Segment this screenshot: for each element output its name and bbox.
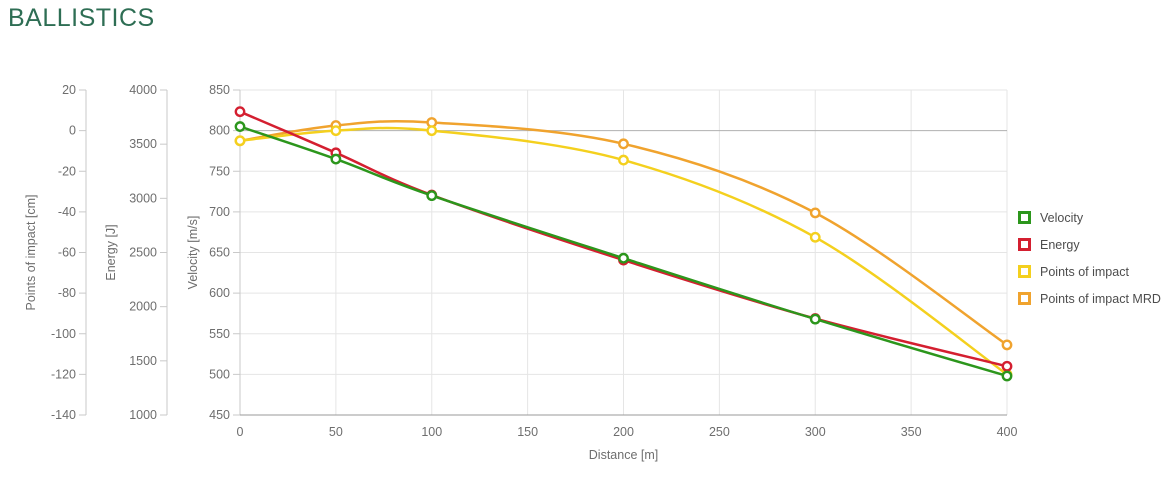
data-point: [1001, 360, 1013, 372]
legend-swatch-icon: [1018, 265, 1031, 278]
axis-title: Velocity [m/s]: [186, 216, 200, 290]
tick-label: 150: [517, 425, 538, 439]
axis-title: Energy [J]: [104, 224, 118, 280]
legend-item-points-of-impact[interactable]: Points of impact: [1018, 258, 1168, 285]
tick-label: 1500: [129, 354, 157, 368]
data-point: [234, 106, 246, 118]
legend-item-energy[interactable]: Energy: [1018, 231, 1168, 258]
tick-label: -120: [51, 367, 76, 381]
data-point: [618, 138, 629, 150]
legend-label: Energy: [1040, 237, 1080, 252]
legend-label: Velocity: [1040, 210, 1084, 225]
tick-label: -60: [58, 246, 76, 260]
tick-label: 450: [209, 408, 230, 422]
x-axis: 0 50 100 150 200 250 300 350 400 Distance [m]: [237, 414, 1018, 462]
legend-swatch-icon: [1018, 238, 1031, 251]
y-axis-velocity: 450 500 550 600 650 700 750 800 850 Velocity [m/s…: [186, 83, 241, 422]
axis-title: Distance [m]: [589, 448, 658, 462]
tick-label: 2500: [129, 246, 157, 260]
y-axis-points-of-impact: -140 -120 -100 -80 -60 -40 -20 0 20 Points of imp…: [24, 83, 87, 422]
tick-label: 2000: [129, 300, 157, 314]
data-point: [1001, 339, 1013, 351]
tick-label: 200: [613, 425, 634, 439]
data-point: [234, 135, 246, 147]
data-point: [618, 154, 629, 166]
data-point: [330, 153, 342, 165]
tick-label: 250: [709, 425, 730, 439]
axis-title: Points of impact [cm]: [24, 194, 38, 310]
legend-swatch-icon: [1018, 292, 1031, 305]
tick-label: -100: [51, 327, 76, 341]
data-point: [809, 313, 821, 325]
data-point: [234, 121, 246, 132]
tick-label: 650: [209, 246, 230, 260]
legend-item-velocity[interactable]: Velocity: [1018, 204, 1168, 231]
tick-label: 100: [421, 425, 442, 439]
tick-label: -140: [51, 408, 76, 422]
tick-label: 750: [209, 164, 230, 178]
tick-label: 400: [997, 425, 1018, 439]
tick-label: 4000: [129, 83, 157, 97]
data-point: [618, 252, 629, 264]
tick-label: -80: [58, 286, 76, 300]
tick-label: 50: [329, 425, 343, 439]
tick-label: -40: [58, 205, 76, 219]
legend-item-points-of-impact-mrd[interactable]: Points of impact MRD: [1018, 285, 1168, 312]
tick-label: 0: [69, 124, 76, 138]
tick-label: 0: [237, 425, 244, 439]
data-point: [1001, 370, 1013, 382]
tick-label: 700: [209, 205, 230, 219]
data-point: [809, 231, 821, 243]
tick-label: 1000: [129, 408, 157, 422]
data-point: [426, 190, 438, 202]
tick-label: 500: [209, 367, 230, 381]
legend-swatch-icon: [1018, 211, 1031, 224]
tick-label: 3000: [129, 191, 157, 205]
page-title: BALLISTICS: [8, 4, 155, 32]
tick-label: 850: [209, 83, 230, 97]
tick-label: 600: [209, 286, 230, 300]
legend-label: Points of impact: [1040, 264, 1129, 279]
data-point: [809, 207, 821, 219]
tick-label: 3500: [129, 137, 157, 151]
tick-label: 20: [62, 83, 76, 97]
data-point: [330, 125, 342, 137]
tick-label: 550: [209, 327, 230, 341]
tick-label: 300: [805, 425, 826, 439]
tick-label: 800: [209, 124, 230, 138]
legend-label: Points of impact MRD: [1040, 291, 1161, 306]
series-velocity: [234, 121, 1013, 382]
data-point: [426, 125, 438, 137]
tick-label: -20: [58, 164, 76, 178]
y-axis-energy: 1000 1500 2000 2500 3000 3500 4000 Energy [J]: [104, 83, 168, 422]
tick-label: 350: [901, 425, 922, 439]
legend: Velocity Energy Points of impact Points of …: [1018, 204, 1168, 312]
